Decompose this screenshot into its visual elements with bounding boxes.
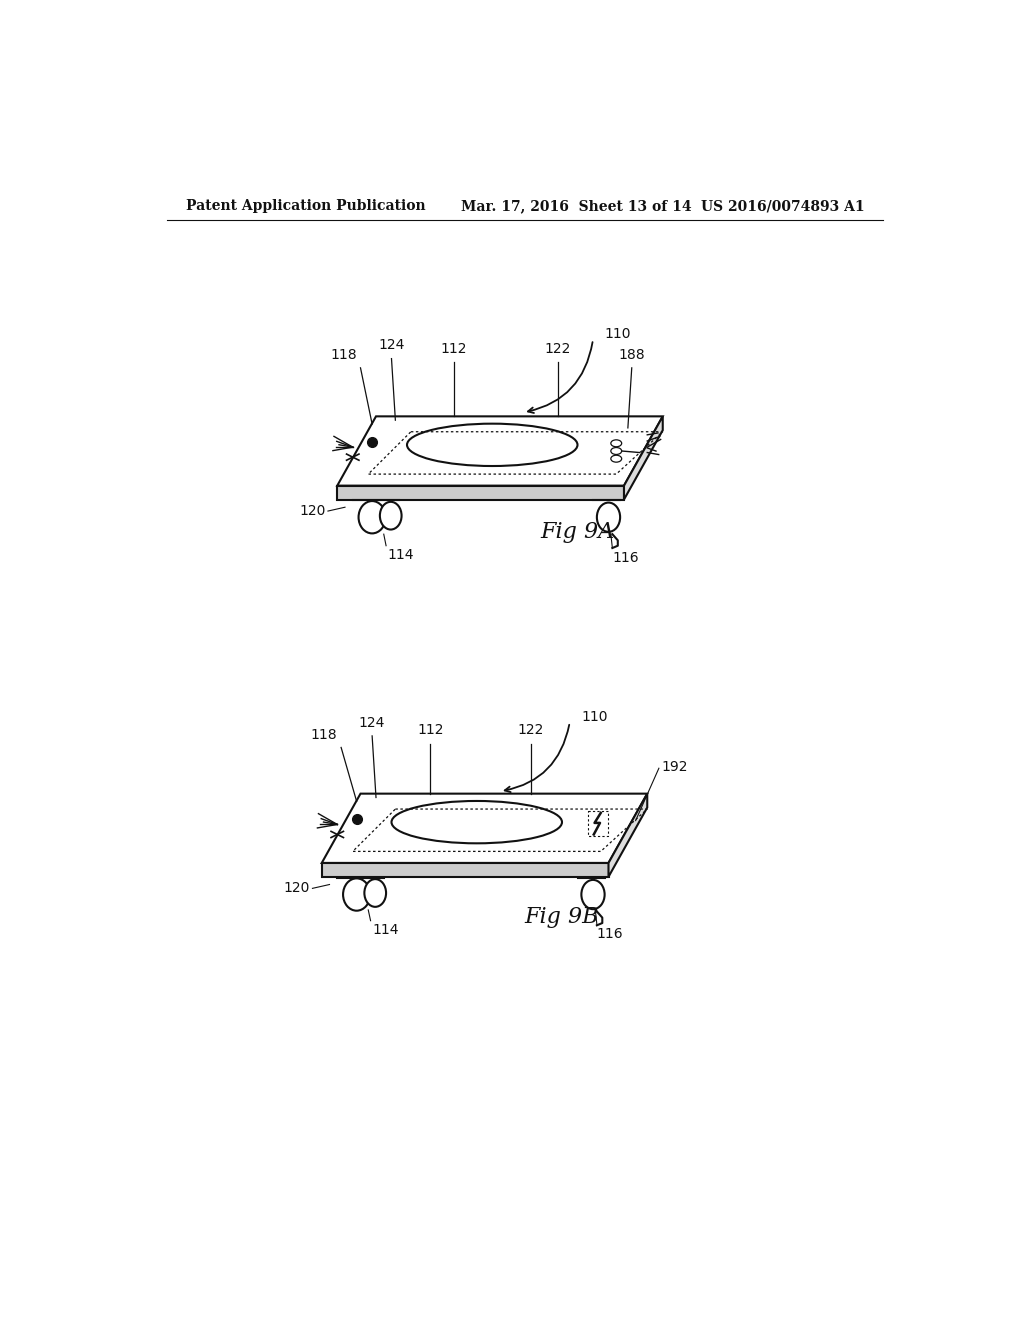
Ellipse shape	[380, 502, 401, 529]
Text: 124: 124	[359, 715, 385, 730]
Text: 114: 114	[372, 923, 398, 937]
Polygon shape	[337, 416, 663, 486]
Text: 118: 118	[310, 729, 337, 742]
Text: 116: 116	[597, 927, 624, 941]
Ellipse shape	[365, 879, 386, 907]
Ellipse shape	[611, 440, 622, 446]
Polygon shape	[322, 793, 647, 863]
Ellipse shape	[391, 801, 562, 843]
Ellipse shape	[343, 878, 371, 911]
Text: Patent Application Publication: Patent Application Publication	[186, 199, 426, 213]
Polygon shape	[608, 793, 647, 876]
Text: Fig 9B: Fig 9B	[524, 906, 599, 928]
Text: 114: 114	[388, 548, 414, 562]
Text: US 2016/0074893 A1: US 2016/0074893 A1	[700, 199, 864, 213]
Ellipse shape	[582, 880, 604, 909]
Ellipse shape	[611, 455, 622, 462]
Ellipse shape	[407, 424, 578, 466]
Text: 192: 192	[662, 760, 688, 774]
Text: 122: 122	[518, 723, 544, 738]
Text: 112: 112	[417, 723, 443, 738]
Polygon shape	[322, 863, 608, 876]
Text: 112: 112	[440, 342, 467, 356]
Ellipse shape	[358, 502, 386, 533]
Text: 118: 118	[330, 348, 356, 363]
Text: Fig 9A: Fig 9A	[541, 521, 614, 543]
Text: 120: 120	[299, 504, 326, 517]
Text: 188: 188	[618, 347, 645, 362]
Polygon shape	[624, 416, 663, 499]
Text: Mar. 17, 2016  Sheet 13 of 14: Mar. 17, 2016 Sheet 13 of 14	[461, 199, 692, 213]
Text: 110: 110	[604, 327, 631, 341]
Text: 124: 124	[378, 338, 404, 352]
Text: 120: 120	[284, 882, 310, 895]
Text: 116: 116	[612, 552, 639, 565]
Polygon shape	[337, 486, 624, 499]
Ellipse shape	[597, 503, 621, 532]
Ellipse shape	[611, 447, 622, 454]
Text: 122: 122	[545, 342, 571, 356]
Text: 110: 110	[582, 710, 608, 723]
